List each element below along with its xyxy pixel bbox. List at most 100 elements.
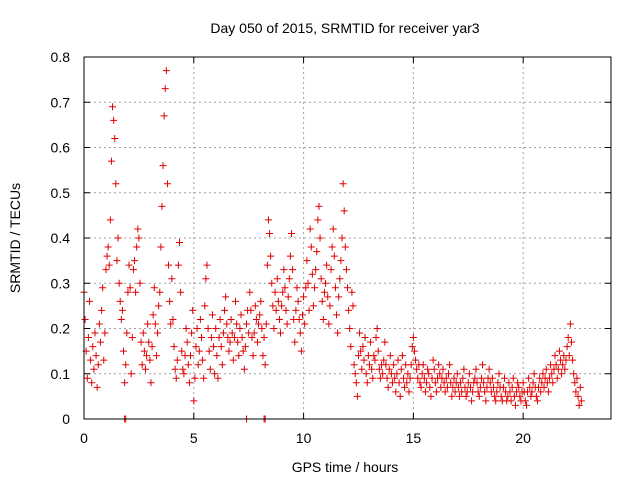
- data-point: [365, 361, 373, 369]
- data-point: [226, 338, 234, 346]
- data-point: [269, 302, 277, 310]
- data-point: [417, 383, 425, 391]
- data-point: [219, 329, 227, 337]
- data-point: [294, 297, 302, 305]
- data-point: [149, 311, 157, 319]
- data-point: [384, 383, 392, 391]
- data-point: [84, 334, 92, 342]
- data-point: [163, 180, 171, 188]
- data-point: [480, 379, 488, 387]
- data-point: [106, 216, 114, 224]
- data-point: [263, 261, 271, 269]
- data-point: [519, 379, 527, 387]
- data-point: [281, 284, 289, 292]
- data-point: [136, 279, 144, 287]
- data-point: [309, 302, 317, 310]
- data-point: [129, 266, 137, 274]
- data-point: [386, 352, 394, 360]
- data-point: [457, 379, 465, 387]
- data-point: [221, 306, 229, 314]
- data-point: [406, 374, 414, 382]
- data-point: [139, 329, 147, 337]
- data-point: [335, 293, 343, 301]
- data-point: [158, 202, 166, 210]
- data-point: [462, 392, 470, 400]
- data-point: [537, 388, 545, 396]
- data-point: [497, 392, 505, 400]
- data-point: [367, 338, 375, 346]
- data-point: [362, 370, 370, 378]
- data-point: [358, 365, 366, 373]
- data-point: [132, 288, 140, 296]
- data-point: [101, 329, 109, 337]
- data-point: [485, 365, 493, 373]
- data-point: [262, 320, 270, 328]
- data-point: [214, 374, 222, 382]
- data-point: [504, 392, 512, 400]
- data-point: [302, 284, 310, 292]
- data-point: [138, 361, 146, 369]
- data-point: [551, 352, 559, 360]
- data-point: [403, 379, 411, 387]
- data-point: [128, 334, 136, 342]
- data-point: [224, 334, 232, 342]
- data-point: [218, 361, 226, 369]
- data-point: [334, 329, 342, 337]
- data-point: [368, 365, 376, 373]
- data-point: [102, 266, 110, 274]
- data-point: [105, 261, 113, 269]
- data-point: [236, 325, 244, 332]
- data-point: [372, 334, 380, 342]
- data-point: [508, 383, 516, 391]
- data-point: [99, 284, 107, 292]
- data-point: [211, 370, 219, 378]
- data-point: [173, 356, 181, 364]
- axis-ticks: [83, 56, 611, 420]
- data-point: [492, 397, 500, 405]
- data-point: [134, 225, 142, 233]
- data-point: [272, 306, 280, 314]
- data-point: [363, 379, 371, 387]
- data-point: [413, 365, 421, 373]
- data-point: [118, 306, 126, 314]
- data-point: [197, 334, 205, 342]
- data-point: [552, 361, 560, 369]
- data-point: [100, 356, 108, 364]
- data-point: [353, 392, 361, 400]
- data-point: [345, 306, 353, 314]
- data-point: [112, 180, 120, 188]
- data-point: [360, 356, 368, 364]
- data-point: [191, 374, 199, 382]
- data-point: [522, 401, 530, 409]
- data-point: [322, 279, 330, 287]
- data-point: [399, 374, 407, 382]
- data-point: [394, 356, 402, 364]
- data-point: [241, 343, 249, 351]
- data-point: [529, 379, 537, 387]
- data-point: [195, 347, 203, 355]
- data-point: [216, 315, 224, 323]
- data-point: [215, 334, 223, 342]
- data-point: [127, 370, 135, 378]
- data-point: [278, 302, 286, 310]
- data-point: [143, 352, 151, 360]
- data-point: [88, 379, 96, 387]
- data-point: [548, 370, 556, 378]
- data-point: [569, 356, 577, 364]
- data-point: [121, 379, 129, 387]
- data-point: [493, 388, 501, 396]
- data-point: [472, 365, 480, 373]
- data-point: [380, 356, 388, 364]
- data-point: [162, 67, 170, 75]
- data-point: [194, 361, 202, 369]
- data-point: [177, 288, 185, 296]
- grid: [84, 57, 611, 419]
- data-point: [277, 329, 285, 337]
- data-point: [250, 329, 258, 337]
- y-tick-labels: 0 0.1 0.2 0.3 0.4 0.5 0.6 0.7 0.8: [51, 49, 71, 427]
- data-point: [155, 302, 163, 310]
- data-point: [320, 288, 328, 296]
- data-point: [435, 361, 443, 369]
- data-point: [292, 306, 300, 314]
